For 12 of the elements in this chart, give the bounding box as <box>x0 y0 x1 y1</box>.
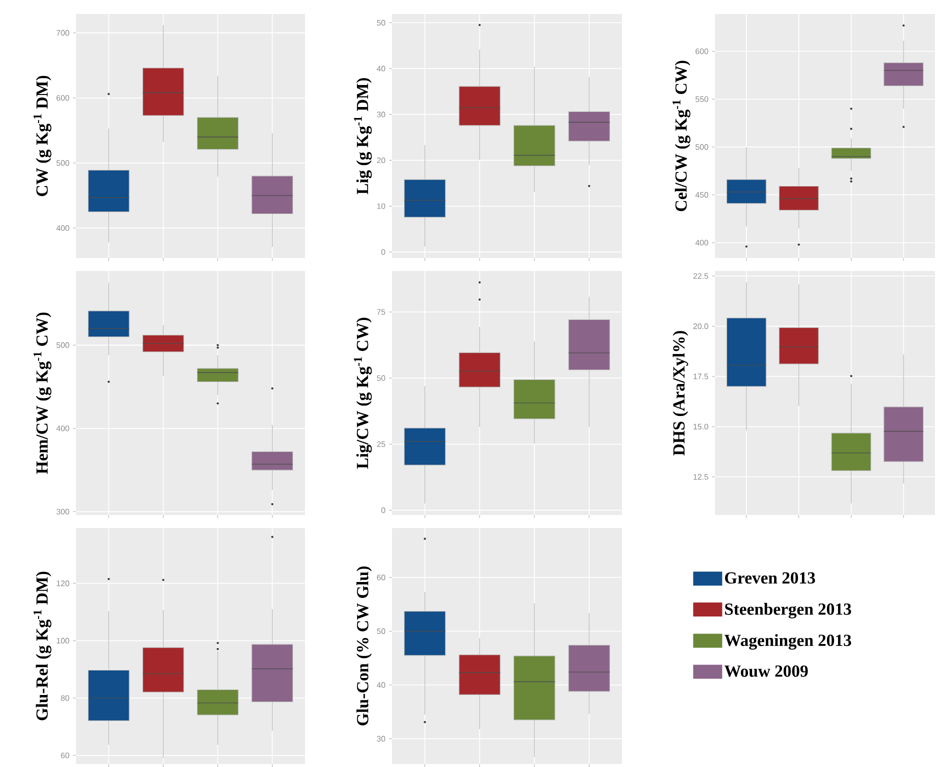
y-axis-title: CW (g Kg$^{-1}$ DM) <box>34 76 52 196</box>
y-axis-title: Glu-Rel (g Kg$^{-1}$ DM) <box>34 572 52 720</box>
y-axis-title: Glu-Con (% CW Glu) <box>356 566 372 726</box>
y-axis-title: Lig/CW (g Kg$^{-1}$ CW) <box>354 318 372 469</box>
category-label: Wageningen 2013 <box>724 634 852 650</box>
category-label: Greven 2013 <box>725 572 816 584</box>
y-axis-title: Cel/CW (g Kg$^{-1}$ CW) <box>672 60 690 212</box>
y-axis-title: Lig (g Kg$^{-1}$ DM) <box>354 78 372 194</box>
category-label: Wouw 2009 <box>724 665 808 677</box>
y-axis-title: DHS (Ara/Xyl%) <box>672 330 688 456</box>
y-axis-title: Hem/CW (g Kg$^{-1}$ CW) <box>34 312 52 474</box>
category-label: Steenbergen 2013 <box>725 602 852 618</box>
